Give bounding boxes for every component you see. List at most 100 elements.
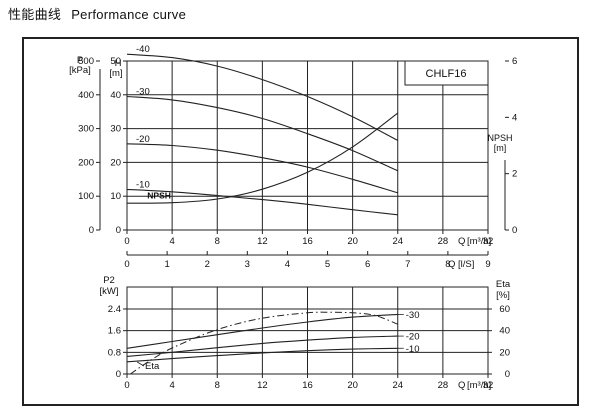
lower-x-tick-label: 16: [302, 380, 313, 391]
power-curve-n30: [126, 313, 398, 349]
x-axis-unit: [m³/h]: [467, 236, 491, 247]
p-tick-label: 100: [78, 191, 94, 202]
x2-tick-label: 4: [285, 259, 290, 270]
x-tick-label: 4: [169, 236, 174, 247]
p-tick-label: 400: [78, 90, 94, 101]
model-label: CHLF16: [426, 68, 467, 80]
x2-tick-label: 0: [124, 259, 129, 270]
head-curve-label: -20: [136, 134, 150, 145]
x-tick-label: 28: [438, 236, 449, 247]
p2-tick-label: 0.8: [108, 347, 121, 358]
npsh-curve-label: NPSH: [147, 190, 171, 200]
head-curve-n10: [126, 188, 398, 216]
head-curve-label: -40: [136, 44, 150, 55]
head-curve-n30: [126, 95, 399, 172]
power-curve-n10: [126, 347, 398, 363]
p-axis-label: P: [77, 55, 83, 66]
eta-axis-unit: [%]: [496, 290, 510, 301]
x2-tick-label: 2: [205, 259, 210, 270]
p2-axis-unit: [kW]: [100, 286, 119, 297]
p-tick-label: 0: [89, 225, 94, 236]
power-curve-label: -30: [406, 310, 420, 321]
lower-x-tick-label: 12: [257, 380, 268, 391]
lower-grid: [127, 287, 488, 374]
power-curve-label: -20: [406, 332, 420, 343]
head-curve-n20: [126, 143, 398, 194]
x2-axis-unit: [l/S]: [458, 259, 474, 270]
x-tick-label: 16: [302, 236, 313, 247]
lower-axes: 0 4 8 12 16 20 24 28 32 Q [m³/h] 0 0.8 1.6 2.4 P2[kW] 0 2…: [100, 275, 511, 391]
p2-tick-label: 0: [116, 369, 121, 380]
p-axis-unit: [kPa]: [69, 65, 91, 76]
model-label-box: [404, 60, 489, 86]
p2-axis-label: P2: [103, 275, 115, 286]
lower-x-tick-label: 32: [483, 380, 494, 391]
h-tick-label: 10: [110, 191, 121, 202]
lower-x-tick-label: 0: [124, 380, 129, 391]
x2-tick-label: 7: [405, 259, 410, 270]
eta-tick-label: 20: [499, 347, 510, 358]
eta-curve-leader: [136, 361, 145, 367]
x-tick-label: 32: [483, 236, 494, 247]
npsh-tick-label: 4: [512, 112, 517, 123]
x-tick-label: 8: [215, 236, 220, 247]
upper-axes: 0 4 8 12 16 20 24 28 32Q [m³/h]0 1 2 3 4 5 6 7 8 9Q [l/S]01…: [69, 55, 517, 270]
npsh-axis-label: NPSH: [487, 133, 512, 143]
eta-axis-label: Eta: [496, 279, 511, 290]
power-curve-label: -10: [406, 344, 420, 355]
eta-tick-label: 40: [499, 326, 510, 337]
p-tick-label: 500: [78, 56, 94, 67]
npsh-curve: [126, 112, 399, 204]
lower-curves: -30 -20-10 Eta: [126, 310, 420, 375]
npsh-axis-unit: [m]: [494, 143, 507, 153]
x2-tick-label: 6: [365, 259, 370, 270]
h-axis-unit: [m]: [109, 68, 122, 79]
x2-tick-label: 5: [325, 259, 330, 270]
x2-axis-label: Q: [448, 259, 455, 270]
page-heading: 性能曲线 Performance curve: [8, 4, 186, 23]
x-axis-label: Q: [458, 236, 465, 247]
x2-tick-label: 9: [485, 259, 490, 270]
h-axis-label: H: [115, 58, 122, 69]
lower-x-axis-unit: [m³/h]: [467, 380, 491, 391]
eta-curve: [130, 311, 398, 375]
eta-tick-label: 0: [505, 369, 510, 380]
lower-chart: -30 -20-10 Eta 0 4 8 12 16 20 24 28 32 Q [m³/h] 0 0.8 1…: [100, 275, 511, 391]
power-curve-n20: [126, 335, 398, 357]
h-tick-label: 20: [110, 157, 121, 168]
h-tick-label: 30: [110, 124, 121, 135]
x2-tick-label: 1: [164, 259, 169, 270]
lower-x-axis-label: Q: [458, 380, 465, 391]
p-tick-label: 200: [78, 157, 94, 168]
lower-x-tick-label: 28: [438, 380, 449, 391]
npsh-tick-label: 0: [512, 225, 517, 236]
heading-zh: 性能曲线: [8, 7, 62, 22]
heading-en: Performance curve: [71, 7, 187, 22]
head-curve-n40: [126, 53, 399, 141]
h-tick-label: 50: [110, 56, 121, 67]
npsh-tick-label: 2: [512, 169, 517, 180]
x-tick-label: 24: [392, 236, 403, 247]
head-curve-label: -10: [136, 179, 150, 190]
npsh-tick-label: 6: [512, 56, 517, 67]
head-curve-label: -30: [136, 86, 150, 97]
lower-x-tick-label: 8: [215, 380, 220, 391]
h-tick-label: 0: [116, 225, 121, 236]
x-tick-label: 0: [124, 236, 129, 247]
p2-tick-label: 1.6: [108, 326, 121, 337]
lower-x-tick-label: 20: [347, 380, 358, 391]
x2-tick-label: 8: [445, 259, 450, 270]
x2-tick-label: 3: [245, 259, 250, 270]
eta-tick-label: 60: [499, 304, 510, 315]
p2-tick-label: 2.4: [108, 304, 121, 315]
p-tick-label: 300: [78, 124, 94, 135]
lower-x-tick-label: 24: [392, 380, 403, 391]
eta-curve-label: Eta: [145, 361, 160, 372]
x-tick-label: 20: [347, 236, 358, 247]
lower-x-tick-label: 4: [169, 380, 174, 391]
chart-frame: [22, 37, 579, 406]
x-tick-label: 12: [257, 236, 268, 247]
h-tick-label: 40: [110, 90, 121, 101]
